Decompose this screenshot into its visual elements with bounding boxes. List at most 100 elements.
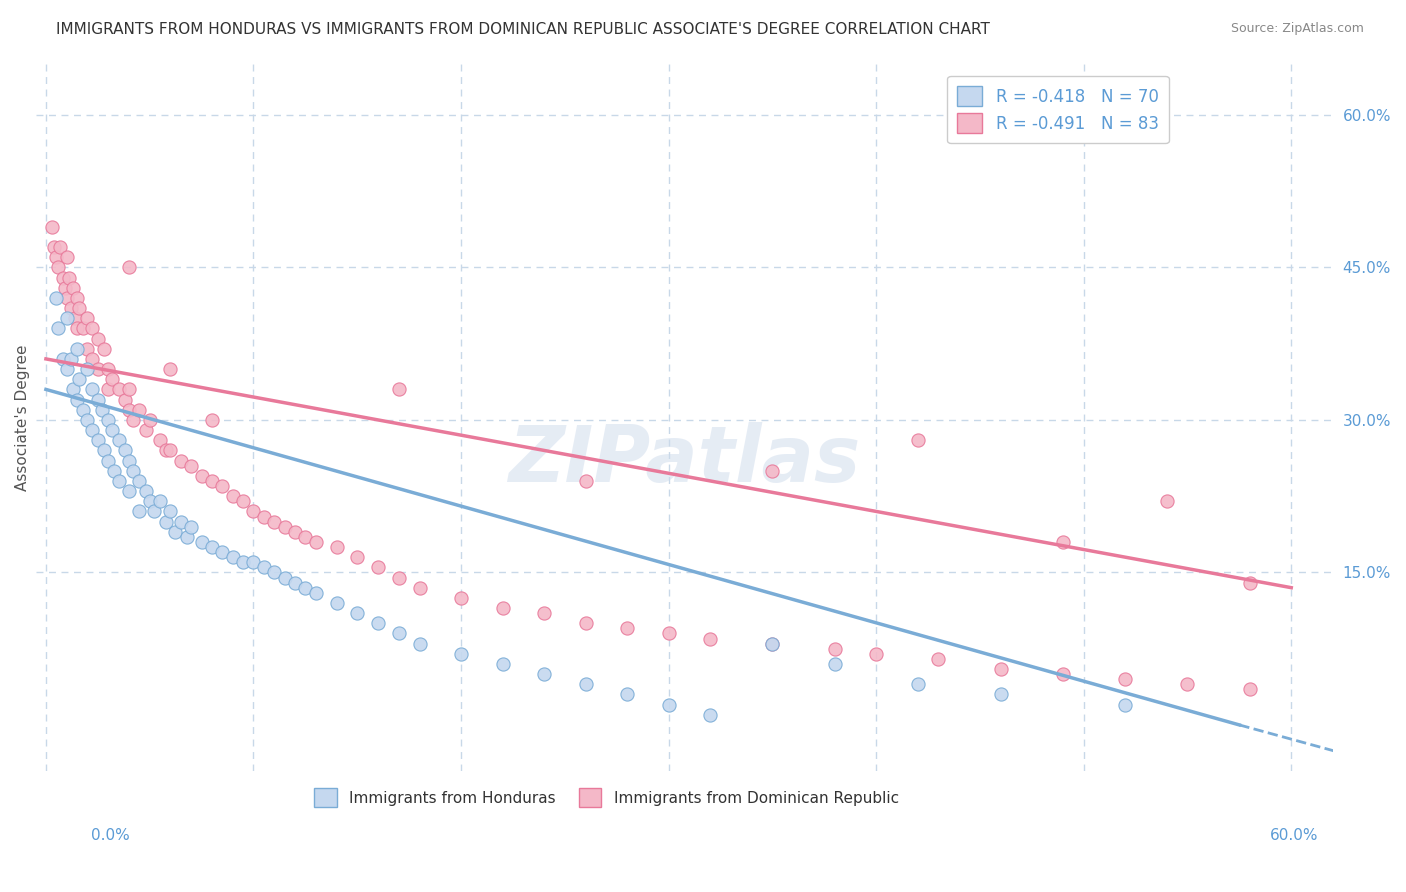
Point: [118, 402, 141, 417]
Point: [211, 545, 233, 559]
Point: [491, 657, 513, 671]
Point: [990, 662, 1012, 676]
Point: [408, 637, 430, 651]
Point: [346, 550, 368, 565]
Point: [87, 362, 110, 376]
Point: [658, 698, 681, 712]
Point: [190, 535, 212, 549]
Point: [63, 311, 86, 326]
Point: [41, 219, 63, 234]
Point: [97, 383, 120, 397]
Point: [761, 637, 783, 651]
Point: [491, 601, 513, 615]
Text: 60.0%: 60.0%: [1271, 828, 1319, 843]
Point: [118, 383, 141, 397]
Point: [408, 581, 430, 595]
Point: [201, 474, 224, 488]
Point: [107, 474, 129, 488]
Point: [118, 484, 141, 499]
Point: [80, 423, 103, 437]
Point: [163, 524, 186, 539]
Point: [201, 413, 224, 427]
Point: [159, 362, 181, 376]
Point: [128, 474, 150, 488]
Point: [367, 560, 389, 574]
Point: [865, 647, 887, 661]
Point: [62, 383, 84, 397]
Point: [128, 402, 150, 417]
Point: [66, 291, 89, 305]
Point: [76, 362, 98, 376]
Point: [907, 677, 929, 691]
Point: [66, 392, 89, 407]
Point: [97, 362, 120, 376]
Point: [263, 515, 285, 529]
Point: [135, 484, 157, 499]
Point: [1052, 535, 1074, 549]
Point: [59, 301, 82, 315]
Point: [824, 641, 846, 656]
Point: [118, 260, 141, 275]
Point: [135, 423, 157, 437]
Point: [699, 632, 721, 646]
Point: [658, 626, 681, 640]
Point: [574, 677, 596, 691]
Point: [48, 260, 70, 275]
Point: [1114, 672, 1136, 686]
Point: [211, 479, 233, 493]
Point: [616, 621, 638, 635]
Point: [761, 464, 783, 478]
Point: [45, 291, 67, 305]
Point: [305, 586, 328, 600]
Point: [533, 606, 555, 620]
Point: [72, 402, 94, 417]
Text: 0.0%: 0.0%: [91, 828, 131, 843]
Point: [180, 519, 202, 533]
Point: [450, 591, 472, 605]
Point: [67, 301, 90, 315]
Point: [1177, 677, 1199, 691]
Point: [253, 509, 276, 524]
Point: [155, 515, 177, 529]
Point: [114, 443, 136, 458]
Point: [201, 540, 224, 554]
Point: [49, 240, 72, 254]
Point: [55, 362, 77, 376]
Point: [388, 626, 411, 640]
Point: [1156, 494, 1178, 508]
Point: [294, 530, 316, 544]
Point: [232, 494, 254, 508]
Point: [80, 383, 103, 397]
Point: [122, 413, 145, 427]
Point: [180, 458, 202, 473]
Point: [138, 494, 160, 508]
Point: [176, 530, 198, 544]
Point: [367, 616, 389, 631]
Point: [284, 524, 307, 539]
Point: [87, 434, 110, 448]
Point: [273, 570, 295, 584]
Point: [122, 464, 145, 478]
Point: [990, 688, 1012, 702]
Point: [48, 321, 70, 335]
Point: [128, 504, 150, 518]
Point: [76, 413, 98, 427]
Point: [55, 311, 77, 326]
Text: ZIPatlas: ZIPatlas: [508, 422, 860, 498]
Point: [76, 342, 98, 356]
Point: [87, 332, 110, 346]
Point: [91, 402, 114, 417]
Point: [222, 550, 245, 565]
Point: [51, 270, 73, 285]
Point: [76, 311, 98, 326]
Point: [1239, 682, 1261, 697]
Point: [93, 342, 115, 356]
Point: [533, 667, 555, 681]
Point: [761, 637, 783, 651]
Point: [1052, 667, 1074, 681]
Point: [616, 688, 638, 702]
Point: [97, 413, 120, 427]
Point: [927, 652, 949, 666]
Point: [170, 453, 193, 467]
Point: [170, 515, 193, 529]
